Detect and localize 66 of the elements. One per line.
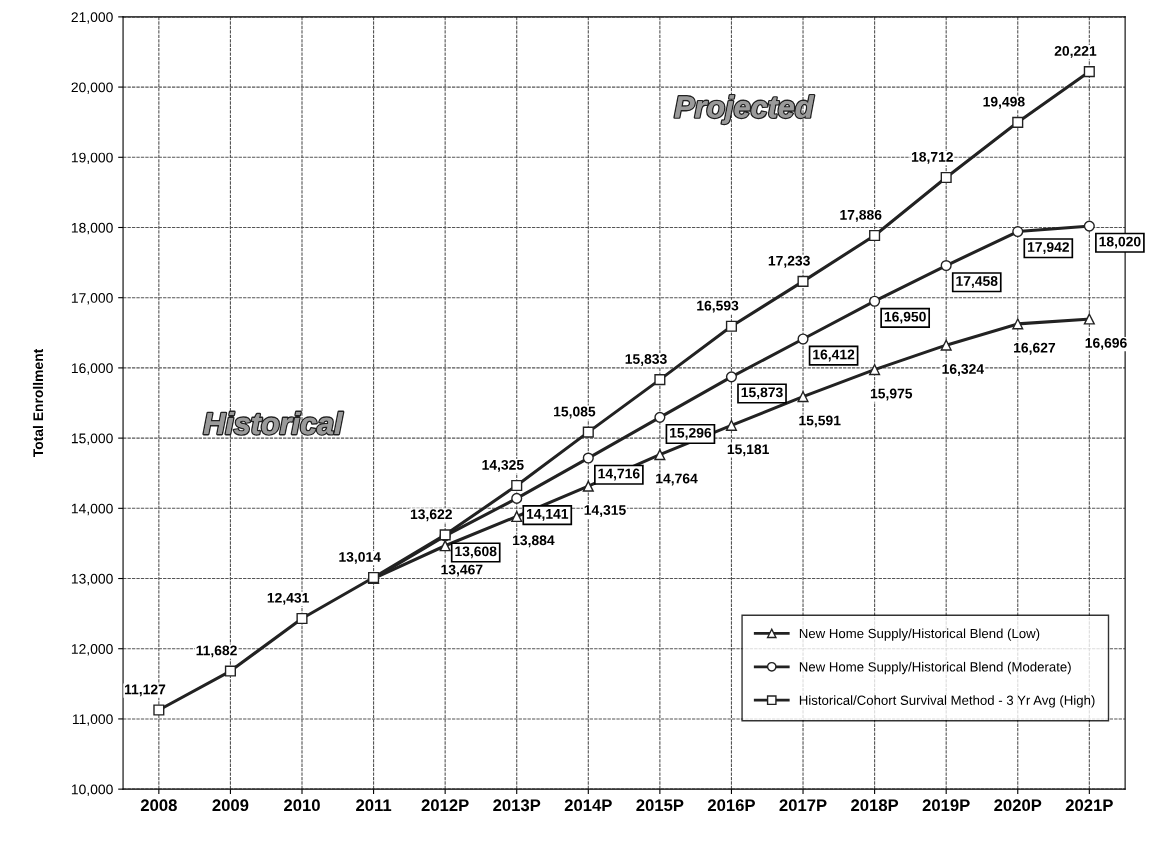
- x-tick-label: 2016P: [707, 799, 755, 812]
- data-label: 15,873: [741, 387, 783, 400]
- data-label: 15,833: [625, 354, 667, 366]
- data-label: 11,127: [124, 684, 166, 697]
- data-label: 11,682: [196, 645, 237, 658]
- data-label: 13,608: [455, 546, 497, 559]
- data-label: 17,942: [1027, 242, 1069, 254]
- annotation: Historical: [203, 411, 343, 435]
- y-tick-label: 18,000: [71, 222, 113, 235]
- y-tick-label: 13,000: [71, 573, 113, 586]
- x-tick-label: 2010: [284, 799, 320, 812]
- data-label: 15,296: [670, 427, 712, 440]
- data-label: 13,467: [441, 564, 483, 577]
- data-label: 14,325: [482, 459, 524, 472]
- data-label: 15,975: [870, 388, 913, 401]
- legend-label: New Home Supply/Historical Blend (Low): [799, 628, 1040, 641]
- data-label: 14,716: [598, 468, 640, 481]
- data-label: 18,020: [1099, 236, 1141, 249]
- y-tick-label: 20,000: [71, 82, 113, 94]
- y-axis-title: Total Enrollment: [32, 348, 44, 458]
- data-label: 14,764: [656, 473, 698, 486]
- data-label: 15,085: [554, 406, 596, 419]
- x-tick-label: 2013P: [493, 799, 541, 812]
- data-label: 15,591: [799, 415, 841, 428]
- data-label: 16,412: [813, 349, 855, 362]
- x-tick-label: 2021P: [1065, 799, 1113, 812]
- y-tick-label: 19,000: [71, 152, 113, 165]
- data-label: 13,884: [513, 535, 555, 548]
- y-tick-label: 12,000: [71, 644, 113, 656]
- x-tick-label: 2009: [212, 799, 249, 812]
- data-label: 16,324: [942, 364, 985, 376]
- y-tick-label: 15,000: [71, 433, 113, 445]
- x-tick-label: 2008: [140, 799, 177, 812]
- x-tick-label: 2019P: [922, 799, 970, 812]
- data-label: 13,622: [410, 509, 452, 522]
- data-label: 16,627: [1014, 342, 1056, 355]
- x-tick-label: 2018P: [851, 799, 899, 812]
- data-label: 17,886: [840, 209, 882, 222]
- legend-label: Historical/Cohort Survival Method - 3 Yr Avg (High): [799, 695, 1095, 708]
- data-label: 13,014: [339, 551, 381, 564]
- data-label: 17,233: [768, 255, 810, 268]
- data-label: 19,498: [983, 96, 1025, 109]
- y-tick-label: 11,000: [72, 714, 113, 726]
- data-label: 16,950: [884, 311, 926, 324]
- data-label: 17,458: [956, 276, 998, 288]
- y-tick-label: 21,000: [71, 12, 113, 24]
- data-label: 14,315: [584, 505, 626, 517]
- x-tick-label: 2014P: [564, 799, 612, 812]
- data-label: 20,221: [1054, 46, 1097, 58]
- y-tick-label: 17,000: [71, 293, 113, 305]
- data-label: 18,712: [911, 151, 953, 164]
- x-tick-label: 2015P: [636, 799, 684, 812]
- y-tick-label: 10,000: [71, 784, 113, 796]
- annotation: Projected: [674, 95, 814, 124]
- data-label: 14,141: [526, 509, 569, 521]
- x-tick-label: 2017P: [779, 799, 827, 812]
- data-label: 16,696: [1085, 337, 1127, 350]
- y-tick-label: 14,000: [71, 503, 113, 516]
- data-label: 15,181: [727, 444, 769, 457]
- data-label: 12,431: [267, 592, 309, 605]
- x-tick-label: 2011: [356, 799, 392, 812]
- x-tick-label: 2012P: [421, 799, 469, 812]
- x-tick-label: 2020P: [994, 799, 1042, 812]
- legend-label: New Home Supply/Historical Blend (Moderate): [799, 661, 1071, 675]
- y-tick-label: 16,000: [71, 363, 113, 375]
- data-label: 16,593: [697, 300, 739, 313]
